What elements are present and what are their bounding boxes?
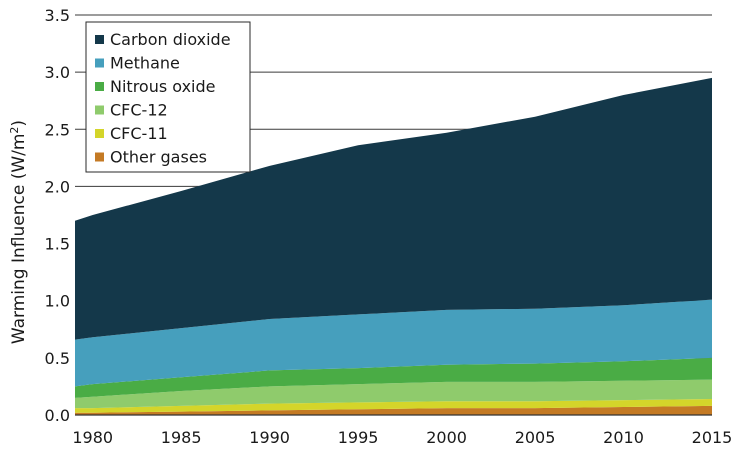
legend: Carbon dioxide Methane Nitrous oxide CFC-12… xyxy=(85,21,251,173)
y-tick-label: 0.5 xyxy=(45,349,70,368)
area-cfc-12 xyxy=(75,379,712,409)
legend-label-carbon-dioxide: Carbon dioxide xyxy=(110,30,231,49)
x-tick-label: 1990 xyxy=(249,428,290,447)
legend-swatch-carbon-dioxide xyxy=(95,35,104,44)
legend-swatch-cfc-12 xyxy=(95,105,104,115)
y-tick-label: 1.5 xyxy=(45,235,70,254)
x-tick-label: 2010 xyxy=(603,428,644,447)
legend-label-cfc-11: CFC-11 xyxy=(110,124,168,143)
legend-box xyxy=(85,21,251,173)
y-tick-label: 2.0 xyxy=(45,177,70,196)
area-series xyxy=(75,77,712,415)
legend-label-methane: Methane xyxy=(110,54,180,73)
x-tick-label: 1980 xyxy=(72,428,113,447)
y-tick-label: 3.5 xyxy=(45,6,70,25)
area-nitrous-oxide xyxy=(75,357,712,398)
x-tick-label: 2015 xyxy=(692,428,733,447)
y-tick-label: 0.0 xyxy=(45,406,70,425)
area-other-gases xyxy=(75,405,712,415)
legend-label-other-gases: Other gases xyxy=(110,148,207,167)
legend-label-cfc-12: CFC-12 xyxy=(110,101,168,120)
y-tick-label: 2.5 xyxy=(45,120,70,139)
y-axis-label: Warming Influence (W/m2) xyxy=(8,120,29,344)
legend-swatch-other-gases xyxy=(95,152,104,162)
x-tick-label: 2000 xyxy=(426,428,467,447)
legend-swatch-cfc-11 xyxy=(95,129,104,138)
legend-swatch-nitrous-oxide xyxy=(95,82,104,91)
area-methane xyxy=(75,299,712,387)
x-tick-label: 1985 xyxy=(161,428,202,447)
area-cfc-11 xyxy=(75,399,712,413)
y-tick-label: 1.0 xyxy=(45,292,70,311)
x-tick-labels: 1980 1985 1990 1995 2000 2005 2010 2015 xyxy=(72,428,732,447)
y-tick-labels: 0.0 0.5 1.0 1.5 2.0 2.5 3.0 3.5 xyxy=(45,6,70,425)
x-tick-label: 2005 xyxy=(515,428,556,447)
area-carbon-dioxide xyxy=(75,77,712,340)
legend-label-nitrous-oxide: Nitrous oxide xyxy=(110,77,215,96)
x-tick-label: 1995 xyxy=(338,428,379,447)
legend-swatch-methane xyxy=(95,58,104,68)
y-tick-label: 3.0 xyxy=(45,63,70,82)
